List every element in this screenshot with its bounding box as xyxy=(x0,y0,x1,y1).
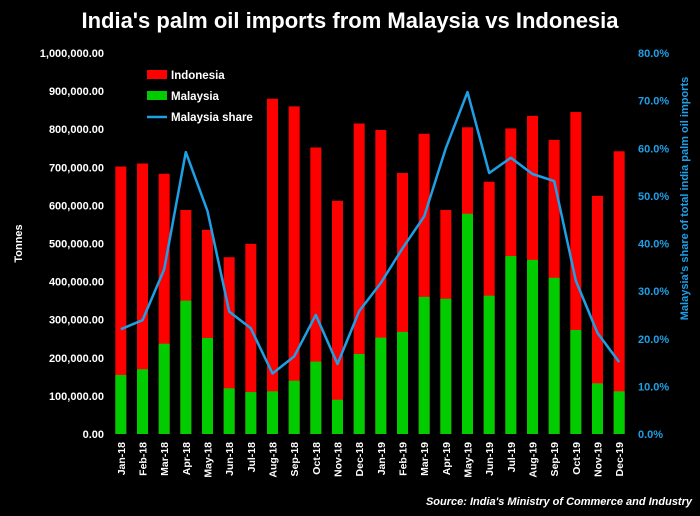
y2-tick-label: 30.0% xyxy=(638,286,669,298)
x-tick-label: Apr-18 xyxy=(181,442,193,475)
y2-tick-label: 50.0% xyxy=(638,191,669,203)
x-tick-label: May-19 xyxy=(463,442,475,478)
indonesia-bar xyxy=(158,173,170,435)
malaysia-bar xyxy=(158,343,170,434)
chart-title: India's palm oil imports from Malaysia v… xyxy=(81,8,619,33)
y-tick-label: 800,000.00 xyxy=(49,124,104,136)
x-tick-label: Sep-19 xyxy=(549,442,561,477)
malaysia-bar xyxy=(397,331,408,434)
x-tick-label: Dec-18 xyxy=(354,442,366,477)
malaysia-bar xyxy=(570,329,582,434)
x-tick-label: Jan-18 xyxy=(116,442,128,475)
y-tick-label: 0.00 xyxy=(83,429,104,441)
legend-label-share: Malaysia share xyxy=(171,112,253,124)
x-tick-label: Oct-19 xyxy=(571,442,583,475)
x-tick-label: Mar-19 xyxy=(419,442,431,476)
indonesia-bar xyxy=(397,173,408,434)
y2-tick-label: 80.0% xyxy=(638,48,669,60)
indonesia-bar xyxy=(353,123,365,435)
y-tick-label: 500,000.00 xyxy=(49,239,104,251)
y-axis-title: Tonnes xyxy=(13,224,25,262)
indonesia-bar xyxy=(267,98,278,434)
y2-tick-label: 60.0% xyxy=(638,143,669,155)
malaysia-bar xyxy=(483,295,495,434)
x-tick-label: Nov-19 xyxy=(593,442,605,477)
indonesia-bar xyxy=(245,243,257,434)
malaysia-bar xyxy=(418,296,430,434)
malaysia-bar xyxy=(332,399,343,434)
malaysia-bar xyxy=(505,256,517,434)
indonesia-bar xyxy=(115,166,127,434)
malaysia-bar xyxy=(310,361,322,434)
y2-tick-label: 10.0% xyxy=(638,381,669,393)
malaysia-bar xyxy=(353,353,365,434)
x-tick-label: May-18 xyxy=(203,442,215,478)
x-tick-label: Aug-18 xyxy=(268,442,280,478)
x-tick-label: Jun-18 xyxy=(224,442,236,476)
x-tick-label: Feb-18 xyxy=(138,442,150,476)
x-tick-label: Aug-19 xyxy=(528,442,540,478)
malaysia-bar xyxy=(267,391,278,434)
x-tick-label: Oct-18 xyxy=(311,442,323,475)
malaysia-bar xyxy=(592,383,603,434)
malaysia-bar xyxy=(115,374,127,434)
y2-tick-label: 40.0% xyxy=(638,239,669,251)
y-tick-label: 600,000.00 xyxy=(49,200,104,212)
legend-swatch-indonesia xyxy=(147,70,167,79)
indonesia-bar xyxy=(310,147,322,434)
y2-axis-title: Malaysia's share of total india palm oil… xyxy=(679,77,691,320)
indonesia-bar xyxy=(570,112,582,435)
y-tick-label: 900,000.00 xyxy=(49,86,104,98)
malaysia-bar xyxy=(548,277,560,434)
malaysia-bar xyxy=(223,388,235,434)
indonesia-bar xyxy=(137,163,148,435)
x-tick-label: Apr-19 xyxy=(441,442,453,475)
indonesia-bar xyxy=(592,195,603,434)
y-tick-label: 200,000.00 xyxy=(49,353,104,365)
malaysia-bar xyxy=(180,300,192,434)
chart-source: Source: India's Ministry of Commerce and… xyxy=(425,496,692,508)
x-tick-label: Jul-18 xyxy=(246,442,258,473)
indonesia-bar xyxy=(418,133,430,434)
malaysia-bar xyxy=(288,380,300,434)
malaysia-bar xyxy=(527,259,538,434)
malaysia-bar xyxy=(613,391,625,434)
malaysia-bar xyxy=(245,392,257,434)
y-tick-label: 400,000.00 xyxy=(49,277,104,289)
y2-tick-label: 70.0% xyxy=(638,96,669,108)
malaysia-bar xyxy=(202,337,213,434)
malaysia-bar xyxy=(462,213,473,434)
malaysia-bar xyxy=(375,337,387,434)
y-tick-label: 1,000,000.00 xyxy=(40,48,104,60)
malaysia-bar xyxy=(137,369,148,434)
y-tick-label: 300,000.00 xyxy=(49,315,104,327)
indonesia-bar xyxy=(288,106,300,434)
x-tick-label: Sep-18 xyxy=(289,442,301,477)
indonesia-bar xyxy=(613,151,625,434)
y2-tick-label: 0.0% xyxy=(638,429,663,441)
legend-swatch-malaysia xyxy=(147,91,167,100)
legend-label-malaysia: Malaysia xyxy=(171,91,220,103)
x-tick-label: Dec-19 xyxy=(614,442,626,477)
indonesia-bar xyxy=(223,257,235,434)
y-tick-label: 100,000.00 xyxy=(49,391,104,403)
x-tick-label: Jan-19 xyxy=(376,442,388,475)
x-tick-label: Jun-19 xyxy=(484,442,496,476)
x-tick-label: Feb-19 xyxy=(398,442,410,476)
legend-label-indonesia: Indonesia xyxy=(171,70,225,82)
x-tick-label: Jul-19 xyxy=(506,442,518,473)
indonesia-bar xyxy=(332,200,343,434)
malaysia-share-line xyxy=(120,90,621,375)
malaysia-bar xyxy=(440,298,452,434)
x-tick-label: Nov-18 xyxy=(333,442,345,477)
y-tick-label: 700,000.00 xyxy=(49,162,104,174)
y2-tick-label: 20.0% xyxy=(638,334,669,346)
x-tick-label: Mar-18 xyxy=(159,442,171,476)
indonesia-bar xyxy=(202,229,213,434)
